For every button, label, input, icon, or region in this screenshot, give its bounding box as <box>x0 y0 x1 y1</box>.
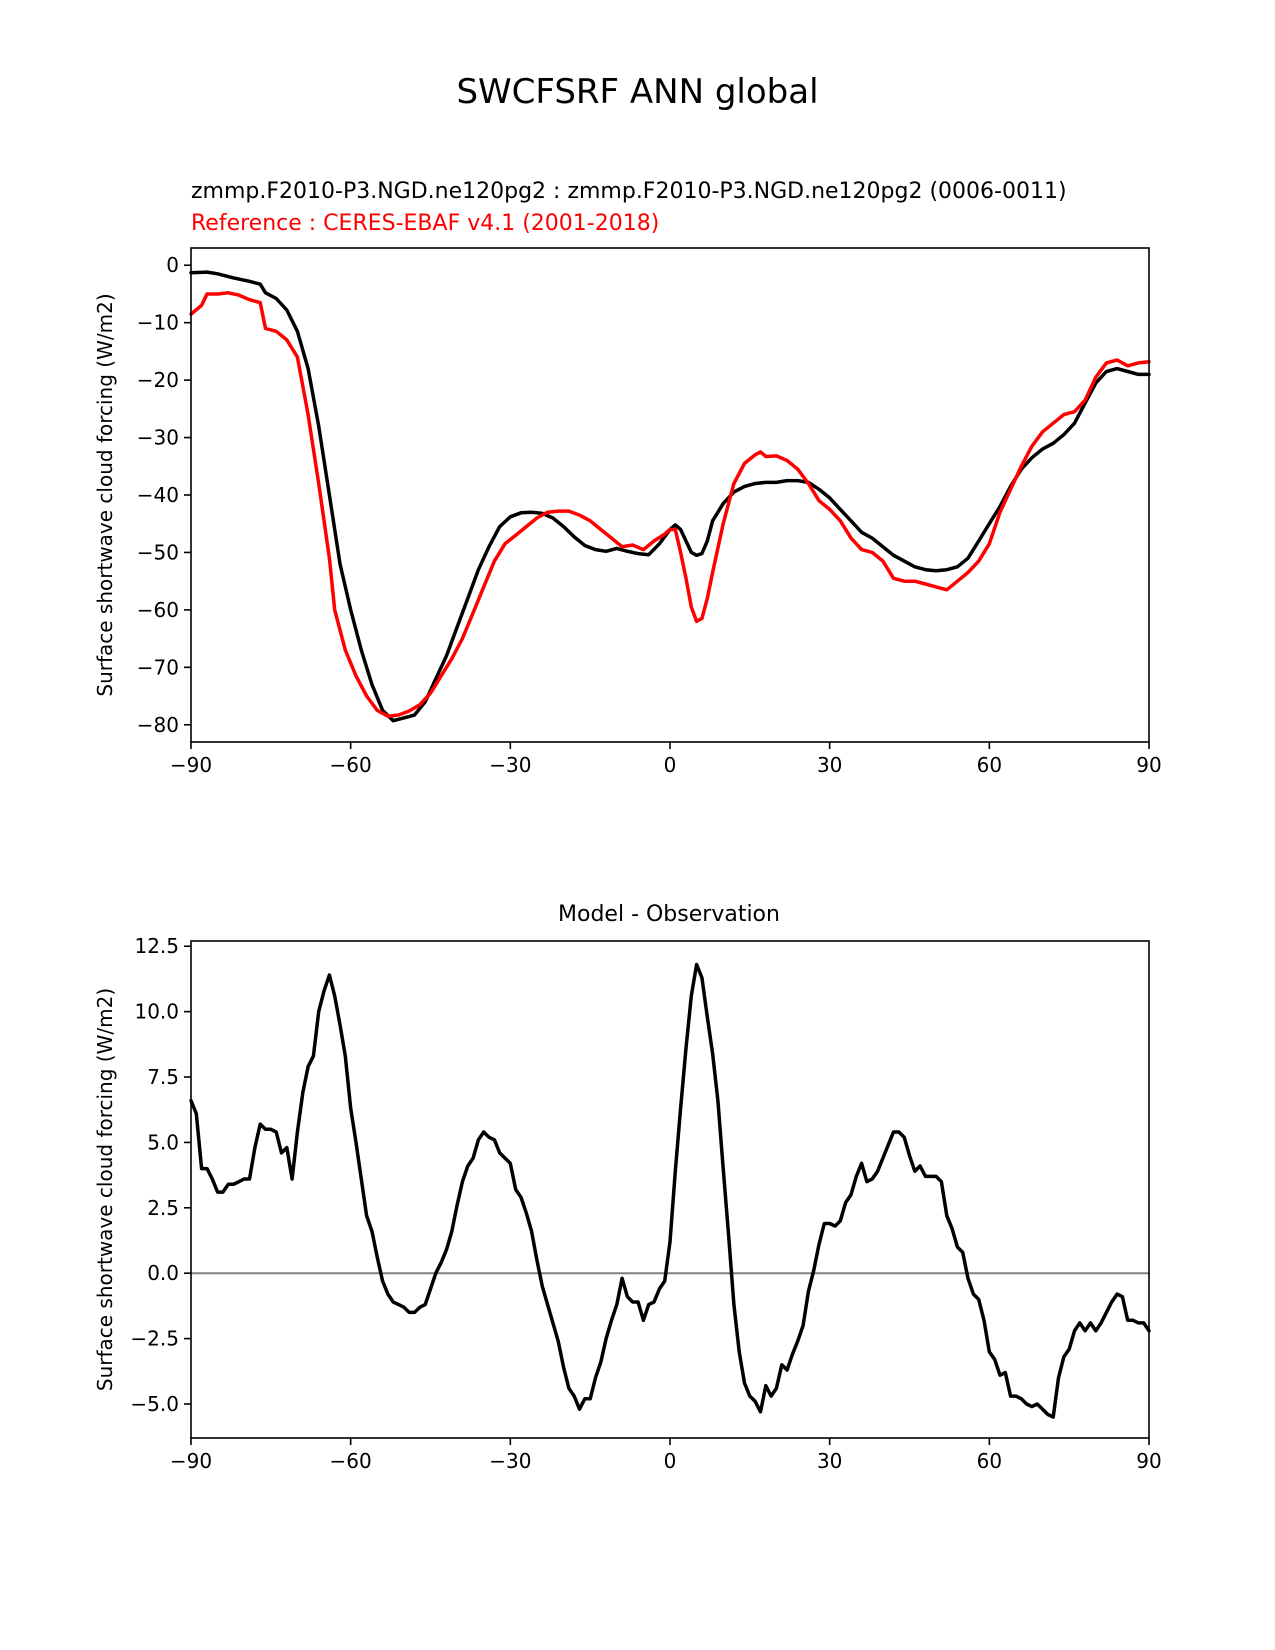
top-ylabel: Surface shortwave cloud forcing (W/m2) <box>93 293 117 696</box>
bottom-ytick-label: −2.5 <box>130 1327 179 1351</box>
figure-title: SWCFSRF ANN global <box>456 72 819 112</box>
top-ytick-label: −20 <box>137 368 179 392</box>
top-xtick-label: −60 <box>330 753 372 777</box>
top-title-reference: Reference : CERES-EBAF v4.1 (2001-2018) <box>191 211 659 236</box>
bottom-ytick-label: 10.0 <box>134 1000 179 1024</box>
bottom-ytick-label: 7.5 <box>147 1065 179 1089</box>
top-series-line-1 <box>189 291 1151 718</box>
top-ytick-label: −40 <box>137 483 179 507</box>
top-ytick-label: 0 <box>166 253 179 277</box>
panel-top-timeseries: zmmp.F2010-P3.NGD.ne120pg2 : zmmp.F2010-… <box>93 179 1162 777</box>
top-xtick-label: 60 <box>977 753 1002 777</box>
bottom-xtick-label: −30 <box>489 1449 531 1473</box>
top-ytick-label: −50 <box>137 540 179 564</box>
top-xtick-label: −30 <box>489 753 531 777</box>
bottom-axes-frame <box>190 940 1150 1439</box>
top-ytick-label: −30 <box>137 426 179 450</box>
bottom-xtick-label: 0 <box>664 1449 677 1473</box>
bottom-ytick-label: 12.5 <box>134 934 179 958</box>
bottom-xtick-label: 90 <box>1136 1449 1161 1473</box>
top-xtick-label: 90 <box>1136 753 1161 777</box>
top-ytick-label: −70 <box>137 655 179 679</box>
bottom-ytick-label: 5.0 <box>147 1130 179 1154</box>
top-xtick-label: −90 <box>170 753 212 777</box>
bottom-ylabel: Surface shortwave cloud forcing (W/m2) <box>93 988 117 1391</box>
bottom-xtick-label: 30 <box>817 1449 842 1473</box>
top-xtick-label: 0 <box>664 753 677 777</box>
bottom-title: Model - Observation <box>558 902 780 927</box>
top-xtick-label: 30 <box>817 753 842 777</box>
bottom-xtick-label: −60 <box>330 1449 372 1473</box>
top-series-line-0 <box>189 270 1151 723</box>
bottom-ytick-label: 2.5 <box>147 1196 179 1220</box>
top-ytick-label: −80 <box>137 713 179 737</box>
bottom-xtick-label: −90 <box>170 1449 212 1473</box>
bottom-xtick-label: 60 <box>977 1449 1002 1473</box>
panel-bottom-difference: Model - Observation −90 −60 −30 0 30 60 90 12.5… <box>93 902 1162 1473</box>
bottom-ytick-label: 0.0 <box>147 1261 179 1285</box>
top-ytick-label: −10 <box>137 311 179 335</box>
bottom-series-line-0 <box>189 962 1151 1419</box>
bottom-ytick-label: −5.0 <box>130 1392 179 1416</box>
top-title-test: zmmp.F2010-P3.NGD.ne120pg2 : zmmp.F2010-… <box>191 179 1067 204</box>
top-ytick-label: −60 <box>137 598 179 622</box>
